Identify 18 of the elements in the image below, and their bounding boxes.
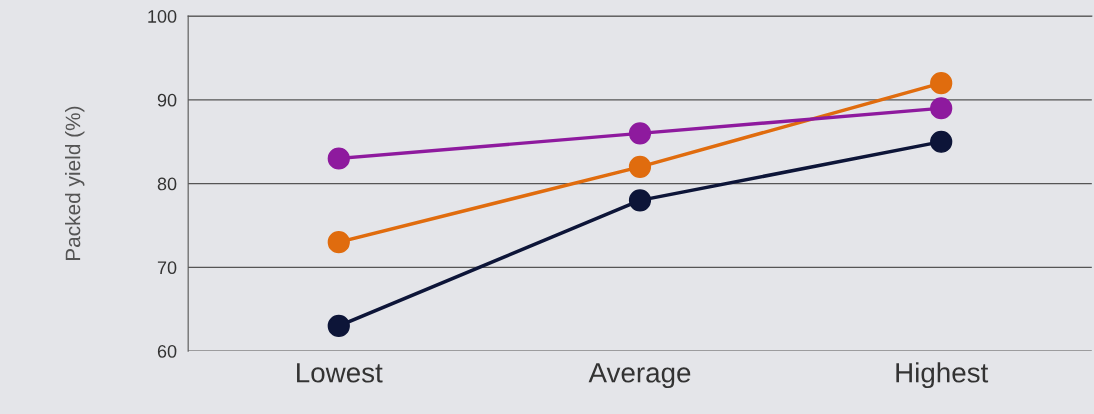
point	[628, 189, 652, 212]
point	[628, 122, 652, 145]
point	[327, 231, 350, 254]
y-tick-label: 90	[157, 93, 177, 107]
x-tick-label: Highest	[896, 362, 989, 389]
y-tick-label: 100	[148, 10, 177, 23]
y-axis-title: Packed yield (%)	[65, 106, 85, 261]
point	[327, 314, 350, 338]
point	[930, 130, 953, 153]
point	[930, 97, 953, 120]
y-tick-label: 80	[157, 177, 177, 191]
y-tick-label: 70	[157, 261, 177, 275]
point	[930, 72, 953, 95]
point	[327, 147, 350, 170]
point	[628, 155, 652, 178]
x-tick-label: Lowest	[297, 363, 383, 383]
x-tick-label: Average	[588, 363, 691, 389]
y-tick-label: 60	[157, 345, 177, 358]
